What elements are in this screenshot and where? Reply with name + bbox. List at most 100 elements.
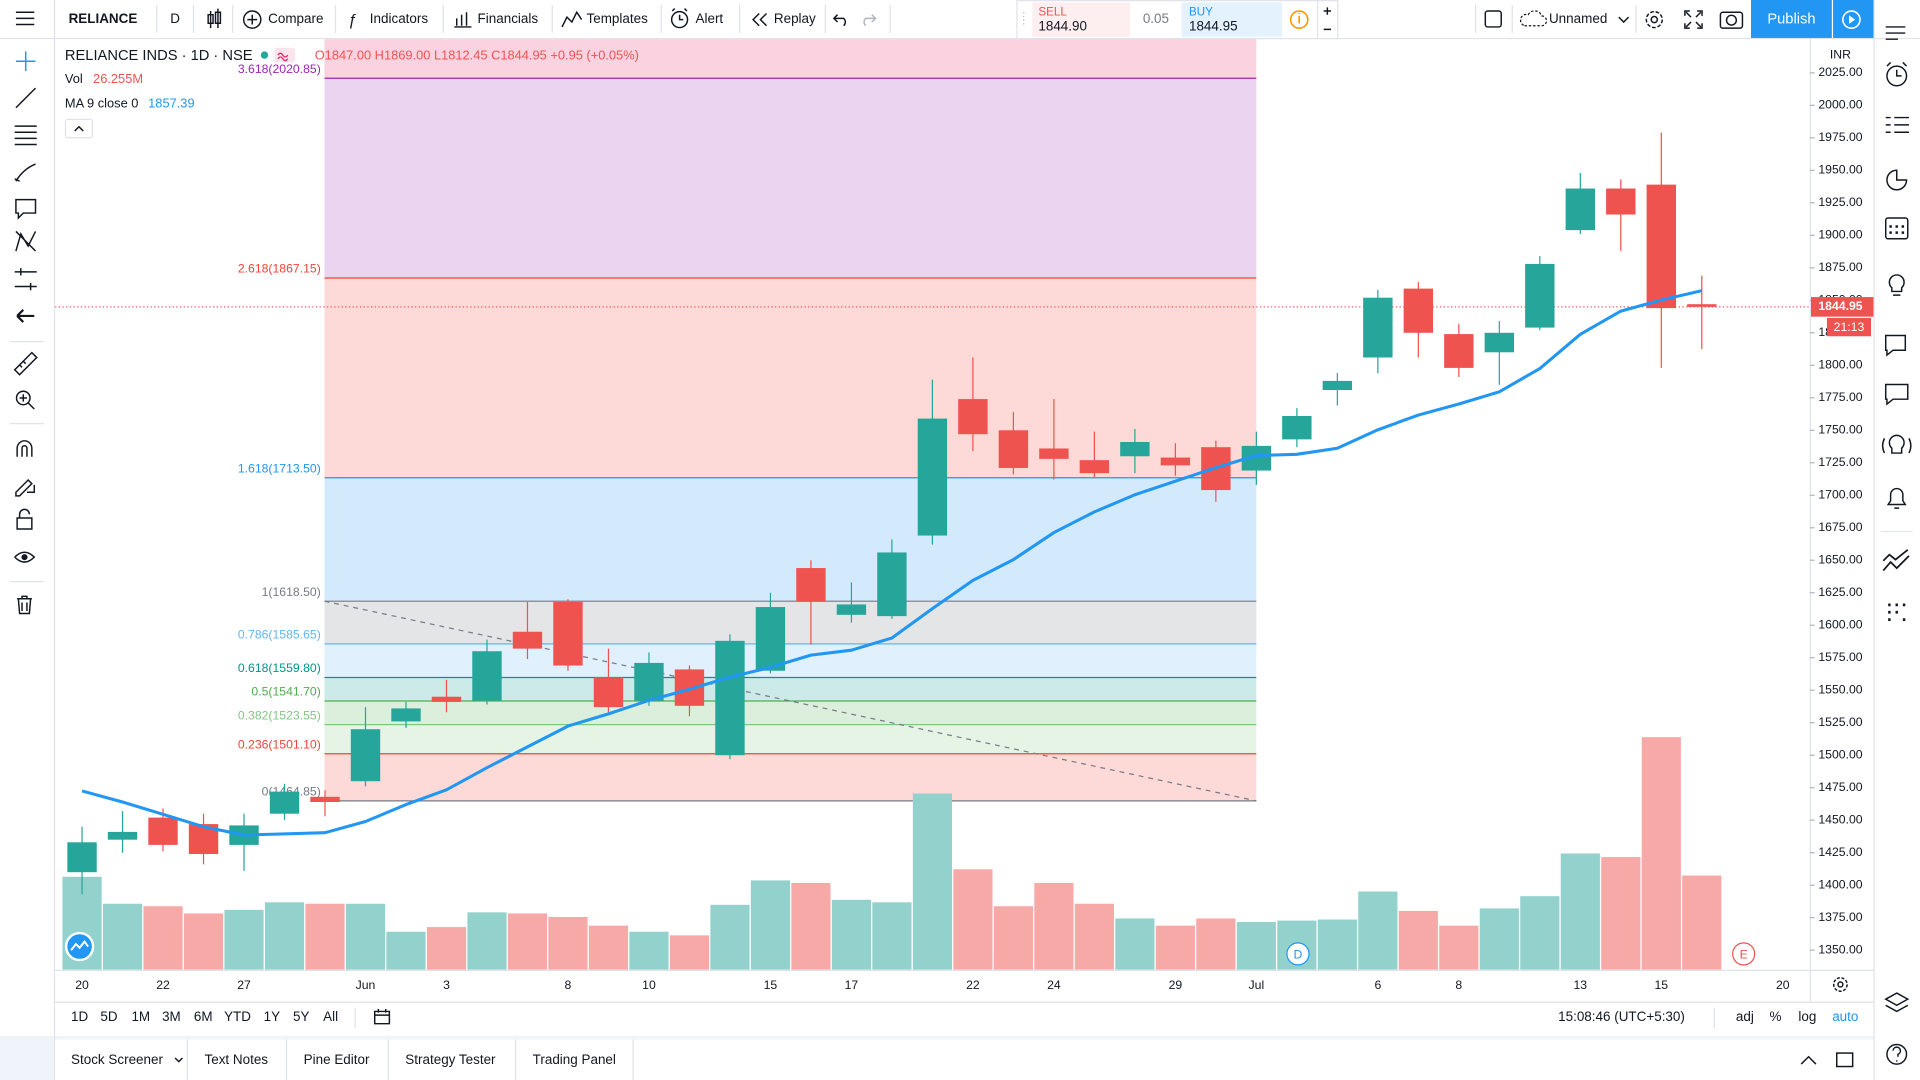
magnet-tool[interactable] (16, 440, 33, 457)
undo-button[interactable] (832, 14, 846, 27)
qty-stepper[interactable] (1323, 7, 1332, 31)
scale-option[interactable]: adj (1736, 1009, 1754, 1024)
range-button[interactable]: 5Y (293, 1009, 309, 1024)
expand-panel-button[interactable] (1800, 1055, 1817, 1065)
lock-tool[interactable] (16, 508, 33, 530)
snapshot-button[interactable] (1719, 11, 1744, 29)
legend-collapse-button[interactable] (64, 118, 94, 139)
y-tick-label: 1725.00 (1818, 455, 1862, 469)
trading-button[interactable] (1882, 549, 1910, 572)
streams-button[interactable] (1884, 334, 1907, 357)
earnings-marker[interactable]: E (1732, 942, 1756, 966)
range-button[interactable]: 1D (71, 1009, 88, 1024)
compare-button[interactable]: Compare (242, 10, 324, 29)
trend-line-tool[interactable] (15, 87, 37, 109)
range-button[interactable]: 1M (131, 1009, 150, 1024)
candle-body (836, 604, 867, 615)
dom-button[interactable] (1888, 603, 1906, 621)
bottom-tab[interactable]: Strategy Tester (405, 1052, 496, 1067)
crosshair-tool[interactable] (15, 51, 36, 72)
pattern-tool[interactable] (15, 230, 37, 252)
settings-button[interactable] (1645, 10, 1663, 29)
zoom-tool[interactable] (15, 390, 35, 410)
bottom-tab[interactable]: Trading Panel (533, 1052, 616, 1067)
dividend-marker[interactable]: D (1286, 942, 1310, 966)
measure-tool[interactable] (13, 351, 38, 376)
hotlist-button[interactable] (1886, 169, 1908, 191)
buy-price: 1844.95 (1189, 19, 1238, 34)
candle-body (1322, 380, 1353, 390)
replay-icon (752, 12, 768, 27)
x-tick-label: 8 (1455, 978, 1462, 992)
scale-option[interactable]: % (1770, 1009, 1782, 1024)
object-tree-button[interactable] (1884, 992, 1910, 1013)
menu-button[interactable] (15, 11, 35, 26)
sell-label: SELL (1038, 5, 1067, 18)
layout-select-button[interactable] (1484, 10, 1502, 28)
fib-tool[interactable] (14, 125, 37, 146)
indicators-button[interactable]: ƒ Indicators (348, 11, 429, 29)
bottom-tab[interactable]: Pine Editor (304, 1052, 370, 1067)
publish-button[interactable]: Publish (1751, 0, 1832, 38)
publish-video-button[interactable] (1833, 0, 1874, 38)
axis-settings-button[interactable] (1832, 977, 1848, 992)
scale-option[interactable]: auto (1832, 1009, 1858, 1024)
bottom-tab[interactable]: Text Notes (204, 1052, 268, 1067)
brush-tool[interactable] (14, 163, 36, 182)
volume-bar (1601, 857, 1641, 970)
range-button[interactable]: 5D (100, 1009, 117, 1024)
y-tick-label: 1775.00 (1818, 390, 1862, 404)
prediction-tool[interactable] (14, 268, 37, 291)
redo-button[interactable] (863, 14, 877, 27)
y-tick-label: 1650.00 (1818, 552, 1862, 566)
buy-button[interactable]: BUY 1844.95 (1181, 2, 1283, 37)
symbol-search[interactable]: RELIANCE (69, 11, 138, 26)
templates-button[interactable]: Templates (561, 10, 648, 28)
range-button[interactable]: 6M (194, 1009, 213, 1024)
range-button[interactable]: 1Y (264, 1009, 280, 1024)
compare-label: Compare (268, 11, 323, 26)
range-button[interactable]: 3M (162, 1009, 181, 1024)
ideas-button[interactable] (1888, 274, 1905, 296)
sell-button[interactable]: SELL 1844.90 (1032, 2, 1131, 37)
volume-bar (912, 793, 953, 970)
trade-widget: SELL 1844.90 0.05 BUY 1844.95 (1016, 0, 1339, 40)
visibility-tool[interactable] (14, 551, 36, 563)
maximize-panel-button[interactable] (1836, 1052, 1854, 1068)
hide-tools-button[interactable] (16, 309, 35, 323)
axes: 1350.00 1375.00 1400.00 1425.00 1450.00 1475.… (75, 65, 1874, 992)
notifications-button[interactable] (1881, 434, 1912, 454)
candle-body (553, 601, 583, 666)
replay-button[interactable]: Replay (752, 11, 816, 27)
scale-option[interactable]: log (1798, 1009, 1816, 1024)
currency-label: INR (1830, 47, 1851, 61)
remove-tool[interactable] (17, 595, 32, 615)
alert-button[interactable]: Alert (670, 8, 724, 29)
fullscreen-button[interactable] (1684, 10, 1703, 29)
goto-date-button[interactable] (373, 1008, 391, 1025)
volume-bar (831, 899, 872, 970)
dividend-circle (1286, 942, 1310, 966)
volume-bar (1398, 910, 1438, 970)
financials-button[interactable]: Financials (454, 11, 538, 28)
bottom-tab[interactable]: Stock Screener (71, 1052, 163, 1067)
stay-drawing-tool[interactable] (15, 478, 36, 497)
range-button[interactable]: All (323, 1009, 338, 1024)
calendar-days (1889, 225, 1905, 234)
watchlist-button[interactable] (1885, 26, 1906, 40)
clock[interactable]: 15:08:46 (UTC+5:30) (1558, 1009, 1685, 1024)
text-tool[interactable] (15, 198, 37, 220)
data-window-button[interactable] (1885, 116, 1909, 133)
alerts-button[interactable] (1886, 61, 1908, 87)
interval-button[interactable]: D (170, 11, 180, 26)
help-button[interactable] (1886, 1043, 1908, 1065)
chats-button[interactable] (1884, 383, 1909, 406)
tv-logo[interactable] (64, 931, 95, 962)
calendar-button[interactable] (1884, 217, 1909, 240)
range-button[interactable]: YTD (224, 1009, 251, 1024)
layout-name-button[interactable]: Unnamed (1519, 10, 1630, 27)
chart-style-button[interactable] (207, 8, 222, 29)
info-icon[interactable] (1289, 10, 1309, 29)
volume-bar (710, 904, 750, 970)
bell-button[interactable] (1886, 487, 1907, 509)
